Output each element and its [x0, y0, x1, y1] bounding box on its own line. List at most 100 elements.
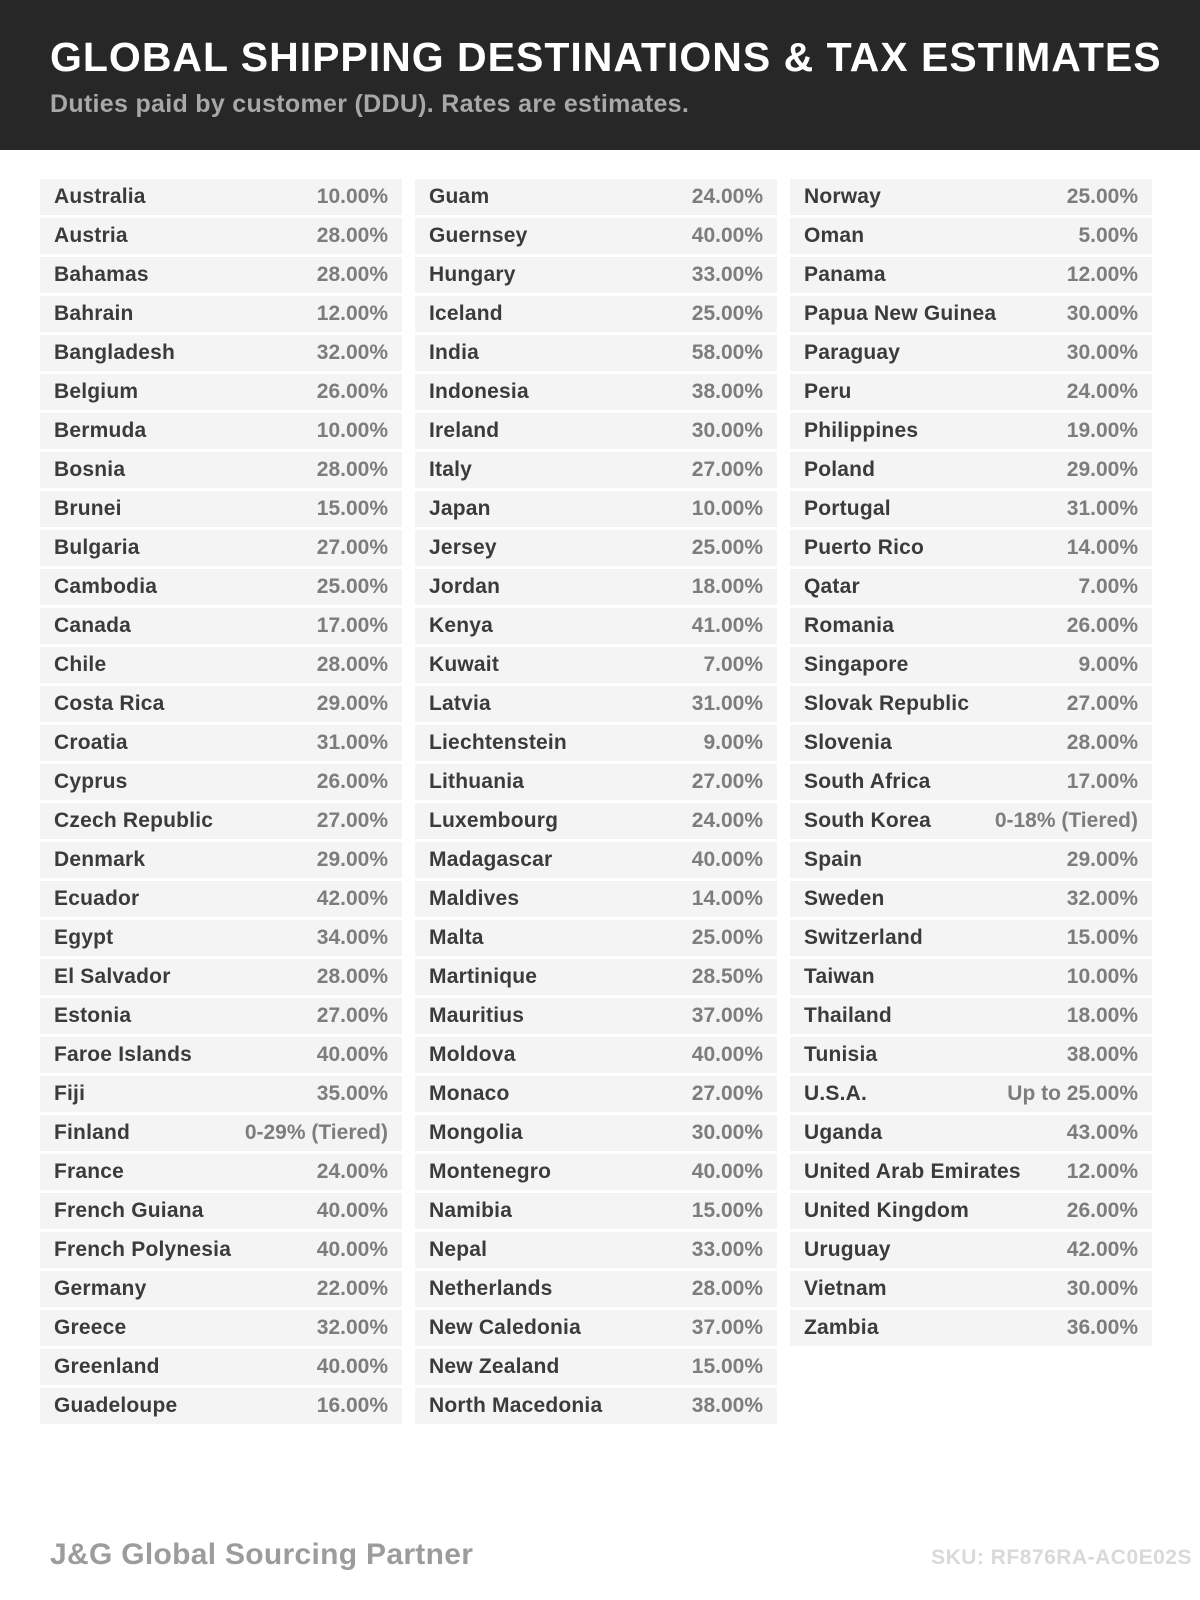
table-row: Italy 27.00% [415, 452, 777, 488]
table-row: Sweden 32.00% [790, 881, 1152, 917]
table-row: Liechtenstein 9.00% [415, 725, 777, 761]
country-name: Liechtenstein [429, 731, 567, 754]
tax-rate: 30.00% [1066, 302, 1138, 325]
tax-rate: 27.00% [691, 1082, 763, 1105]
country-name: Thailand [804, 1004, 892, 1027]
table-row: Croatia 31.00% [40, 725, 402, 761]
tax-rate: 40.00% [316, 1238, 388, 1261]
country-name: Ecuador [54, 887, 140, 910]
table-row: Uganda 43.00% [790, 1115, 1152, 1151]
page-footer: J&G Global Sourcing Partner SKU: RF876RA… [50, 1538, 1192, 1572]
country-name: Mongolia [429, 1121, 523, 1144]
tax-rate: 27.00% [1066, 692, 1138, 715]
tax-rate: 36.00% [1066, 1316, 1138, 1339]
country-name: Malta [429, 926, 484, 949]
table-row: North Macedonia 38.00% [415, 1388, 777, 1424]
country-name: Croatia [54, 731, 128, 754]
tax-rate: 17.00% [1066, 770, 1138, 793]
country-name: United Kingdom [804, 1199, 969, 1222]
tax-rate: 0-18% (Tiered) [994, 809, 1138, 832]
tax-rate: 18.00% [691, 575, 763, 598]
tax-rate: 5.00% [1078, 224, 1138, 247]
table-row: French Guiana 40.00% [40, 1193, 402, 1229]
table-row: Madagascar 40.00% [415, 842, 777, 878]
table-row: Bahrain 12.00% [40, 296, 402, 332]
table-row: Guam 24.00% [415, 179, 777, 215]
country-name: Greece [54, 1316, 127, 1339]
tax-rate: 42.00% [316, 887, 388, 910]
table-row: Netherlands 28.00% [415, 1271, 777, 1307]
country-name: Maldives [429, 887, 520, 910]
country-name: South Korea [804, 809, 932, 832]
country-name: Qatar [804, 575, 860, 598]
table-row: Egypt 34.00% [40, 920, 402, 956]
tax-rate: 40.00% [316, 1199, 388, 1222]
table-row: Germany 22.00% [40, 1271, 402, 1307]
country-name: Oman [804, 224, 865, 247]
table-row: Singapore 9.00% [790, 647, 1152, 683]
tax-rate: 31.00% [691, 692, 763, 715]
country-name: Indonesia [429, 380, 529, 403]
country-name: Lithuania [429, 770, 525, 793]
table-row: Spain 29.00% [790, 842, 1152, 878]
table-row: Philippines 19.00% [790, 413, 1152, 449]
tax-rate: 19.00% [1066, 419, 1138, 442]
tax-rate: 28.00% [316, 965, 388, 988]
country-name: Brunei [54, 497, 122, 520]
table-row: Belgium 26.00% [40, 374, 402, 410]
country-name: South Africa [804, 770, 931, 793]
country-name: Cyprus [54, 770, 128, 793]
country-name: Bosnia [54, 458, 126, 481]
page-subtitle: Duties paid by customer (DDU). Rates are… [50, 90, 690, 118]
tax-rate: 25.00% [1066, 185, 1138, 208]
table-row: Tunisia 38.00% [790, 1037, 1152, 1073]
country-name: Namibia [429, 1199, 513, 1222]
table-row: Brunei 15.00% [40, 491, 402, 527]
country-name: Bangladesh [54, 341, 176, 364]
tax-rate: 40.00% [691, 848, 763, 871]
tax-rate: 40.00% [691, 1160, 763, 1183]
tax-rate: 12.00% [1066, 263, 1138, 286]
tax-rate: 29.00% [1066, 458, 1138, 481]
table-row: Canada 17.00% [40, 608, 402, 644]
table-row: Zambia 36.00% [790, 1310, 1152, 1346]
table-row: Taiwan 10.00% [790, 959, 1152, 995]
tax-rate: Up to 25.00% [1007, 1082, 1138, 1105]
table-row: Slovak Republic 27.00% [790, 686, 1152, 722]
tax-rate: 14.00% [1066, 536, 1138, 559]
country-name: Latvia [429, 692, 491, 715]
table-row: Norway 25.00% [790, 179, 1152, 215]
country-name: Denmark [54, 848, 146, 871]
tax-rate: 27.00% [691, 458, 763, 481]
tax-rate: 7.00% [703, 653, 763, 676]
table-row: Moldova 40.00% [415, 1037, 777, 1073]
tax-rate: 30.00% [691, 419, 763, 442]
country-name: Australia [54, 185, 146, 208]
tax-rate: 37.00% [691, 1316, 763, 1339]
table-row: Qatar 7.00% [790, 569, 1152, 605]
tax-rate: 43.00% [1066, 1121, 1138, 1144]
country-name: Costa Rica [54, 692, 165, 715]
tax-rate: 28.00% [316, 458, 388, 481]
country-name: Egypt [54, 926, 114, 949]
country-name: Moldova [429, 1043, 516, 1066]
country-name: Germany [54, 1277, 147, 1300]
sku-label: SKU: RF876RA-AC0E02S [931, 1546, 1192, 1569]
tax-rate: 28.00% [1066, 731, 1138, 754]
tax-rate: 15.00% [691, 1199, 763, 1222]
tax-rate: 16.00% [316, 1394, 388, 1417]
table-row: Montenegro 40.00% [415, 1154, 777, 1190]
country-name: Cambodia [54, 575, 158, 598]
table-row: Estonia 27.00% [40, 998, 402, 1034]
tax-rate: 26.00% [316, 380, 388, 403]
tax-rate: 34.00% [316, 926, 388, 949]
page-title: GLOBAL SHIPPING DESTINATIONS & TAX ESTIM… [50, 34, 1162, 80]
tax-rate: 40.00% [691, 1043, 763, 1066]
tax-rate: 24.00% [691, 185, 763, 208]
table-row: Mongolia 30.00% [415, 1115, 777, 1151]
table-row: Luxembourg 24.00% [415, 803, 777, 839]
tax-rate: 25.00% [691, 302, 763, 325]
country-name: Bulgaria [54, 536, 140, 559]
brand-name: J&G Global Sourcing Partner [50, 1538, 474, 1571]
table-row: Ecuador 42.00% [40, 881, 402, 917]
